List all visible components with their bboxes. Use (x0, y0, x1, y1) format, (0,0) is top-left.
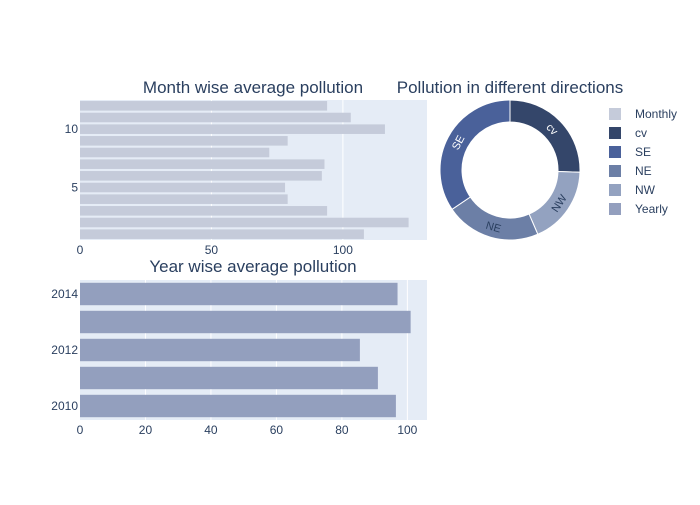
month-chart-title: Month wise average pollution (143, 78, 363, 97)
year-x-tick-label: 100 (397, 423, 417, 437)
legend-item-cv[interactable]: cv (609, 126, 647, 140)
legend-label: Yearly (635, 202, 668, 216)
legend-label: NW (635, 183, 656, 197)
legend-swatch (609, 203, 621, 215)
month-bar[interactable] (80, 182, 286, 193)
month-chart-plot-area (80, 100, 427, 240)
year-y-tick-label: 2014 (51, 287, 78, 301)
legend-item-ne[interactable]: NE (609, 164, 652, 178)
pie-slice-se[interactable] (439, 99, 511, 211)
year-bar[interactable] (80, 282, 398, 306)
month-chart-gridlines (210, 100, 344, 240)
month-chart-y-ticks: 5 10 (65, 122, 79, 194)
month-bar[interactable] (80, 194, 288, 204)
year-chart-bars (80, 282, 411, 418)
year-chart-y-ticks: 2010 2012 2014 (51, 287, 78, 413)
year-bar[interactable] (80, 394, 396, 418)
pie-slice-label: NE (484, 220, 502, 236)
legend-swatch (609, 127, 621, 139)
month-bar[interactable] (80, 147, 270, 158)
year-x-tick-label: 20 (139, 423, 153, 437)
month-chart-x-ticks: 0 50 100 (77, 243, 354, 257)
legend[interactable]: Monthly cv SE NE NW Yearly (609, 107, 677, 216)
year-chart-title: Year wise average pollution (149, 257, 356, 276)
month-bar[interactable] (80, 217, 409, 228)
year-y-tick-label: 2010 (51, 399, 78, 413)
month-x-tick-label: 100 (333, 243, 353, 257)
legend-swatch (609, 165, 621, 177)
legend-label: SE (635, 145, 651, 159)
year-bar[interactable] (80, 338, 360, 362)
legend-swatch (609, 146, 621, 158)
pie-chart-title: Pollution in different directions (397, 78, 624, 97)
year-x-tick-label: 80 (335, 423, 349, 437)
year-bar[interactable] (80, 366, 378, 390)
year-bar[interactable] (80, 310, 411, 334)
legend-swatch (609, 184, 621, 196)
legend-item-se[interactable]: SE (609, 145, 651, 159)
month-x-tick-label: 50 (205, 243, 219, 257)
month-y-tick-label: 5 (71, 181, 78, 195)
month-bar[interactable] (80, 171, 322, 181)
year-x-tick-label: 40 (204, 423, 218, 437)
year-x-tick-label: 60 (270, 423, 284, 437)
month-bar[interactable] (80, 136, 288, 146)
legend-label: Monthly (635, 107, 677, 121)
month-bar[interactable] (80, 159, 325, 169)
year-chart-x-ticks: 0 20 40 60 80 100 (77, 423, 418, 437)
month-x-tick-label: 0 (77, 243, 84, 257)
legend-label: cv (635, 126, 647, 140)
month-y-tick-label: 10 (65, 122, 79, 136)
month-bar[interactable] (80, 206, 328, 216)
pie-slice-cv[interactable] (509, 99, 581, 173)
legend-label: NE (635, 164, 652, 178)
year-x-tick-label: 0 (77, 423, 84, 437)
year-y-tick-label: 2012 (51, 343, 78, 357)
month-bar[interactable] (80, 124, 385, 134)
month-chart-bars (80, 101, 409, 239)
month-bar[interactable] (80, 229, 364, 239)
legend-item-monthly[interactable]: Monthly (609, 107, 677, 121)
legend-item-nw[interactable]: NW (609, 183, 656, 197)
legend-item-yearly[interactable]: Yearly (609, 202, 668, 216)
month-bar[interactable] (80, 101, 328, 111)
month-bar[interactable] (80, 112, 351, 123)
legend-swatch (609, 108, 621, 120)
